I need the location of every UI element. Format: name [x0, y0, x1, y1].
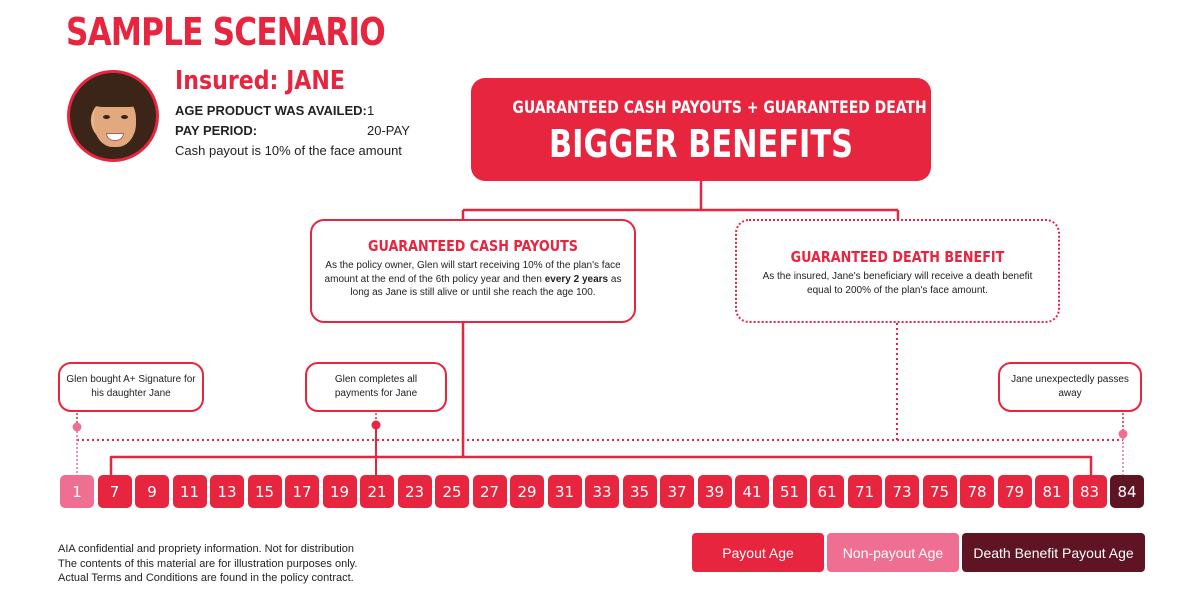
- age-label: AGE PRODUCT WAS AVAILED:: [175, 103, 367, 118]
- avatar-eye: [121, 115, 128, 119]
- age-box: 7: [97, 475, 132, 508]
- legend-non-payout-age: Non-payout Age: [827, 533, 959, 572]
- age-box: 31: [547, 475, 582, 508]
- callout-passes: Jane unexpectedly passes away: [998, 362, 1142, 412]
- age-box: 84: [1110, 475, 1144, 508]
- age-box: 37: [660, 475, 694, 508]
- age-box: 23: [397, 475, 432, 508]
- disclaimer-line: Actual Terms and Conditions are found in…: [58, 572, 354, 584]
- avatar-eye: [103, 115, 110, 119]
- age-box: 83: [1072, 475, 1107, 508]
- age-box: 39: [697, 475, 732, 508]
- age-box: 41: [735, 475, 769, 508]
- age-box: 1: [60, 475, 94, 508]
- cash-payouts-body: As the policy owner, Glen will start rec…: [322, 259, 624, 300]
- cash-payouts-heading: GUARANTEED CASH PAYOUTS: [368, 237, 578, 255]
- age-box: 25: [435, 475, 469, 508]
- callout-bought: Glen bought A+ Signature for his daughte…: [58, 362, 204, 412]
- age-box: 51: [772, 475, 807, 508]
- insured-title: Insured: JANE: [175, 66, 346, 96]
- cash-body-text-end: as long as Jane is still alive or until …: [350, 273, 622, 299]
- pay-period-label: PAY PERIOD:: [175, 123, 258, 138]
- age-box: 15: [247, 475, 282, 508]
- age-box: 75: [922, 475, 957, 508]
- callout-completes: Glen completes all payments for Jane: [305, 362, 447, 412]
- age-box: 13: [210, 475, 244, 508]
- pay-period-row: PAY PERIOD: 20-PAY: [175, 123, 410, 138]
- bigger-benefits-heading: BIGGER BENEFITS: [549, 122, 853, 166]
- avatar-hair: [86, 81, 146, 107]
- payout-note: Cash payout is 10% of the face amount: [175, 143, 402, 158]
- age-box: 21: [360, 475, 394, 508]
- cash-body-text: As the policy owner, Glen will start rec…: [324, 260, 621, 285]
- age-box: 9: [135, 475, 169, 508]
- cash-payouts-box: GUARANTEED CASH PAYOUTS As the policy ow…: [310, 219, 636, 323]
- formula-line: GUARANTEED CASH PAYOUTS + GUARANTEED DEA…: [512, 98, 1014, 118]
- age-box: 11: [172, 475, 207, 508]
- age-box: 81: [1035, 475, 1069, 508]
- legend-death-benefit-age: Death Benefit Payout Age: [962, 533, 1145, 572]
- age-box: 17: [285, 475, 319, 508]
- disclaimer: AIA confidential and propriety informati…: [58, 542, 357, 586]
- age-box: 29: [510, 475, 544, 508]
- age-row: AGE PRODUCT WAS AVAILED: 1: [175, 103, 374, 118]
- age-box: 35: [622, 475, 657, 508]
- age-box: 71: [847, 475, 882, 508]
- cash-body-bold: every 2 years: [544, 273, 609, 285]
- death-benefit-box: GUARANTEED DEATH BENEFIT As the insured,…: [735, 219, 1060, 323]
- disclaimer-line: The contents of this material are for il…: [58, 557, 358, 570]
- bigger-benefits-box: GUARANTEED CASH PAYOUTS + GUARANTEED DEA…: [471, 78, 1014, 181]
- age-box: 79: [997, 475, 1032, 508]
- age-box: 73: [885, 475, 919, 508]
- disclaimer-line: AIA confidential and propriety informati…: [58, 543, 354, 555]
- age-value: 1: [367, 103, 375, 118]
- pay-period-value: 20-PAY: [367, 123, 410, 138]
- age-box: 33: [585, 475, 619, 508]
- age-box: 19: [322, 475, 357, 508]
- insured-avatar: [67, 70, 159, 162]
- legend-payout-age: Payout Age: [692, 533, 824, 572]
- age-box: 61: [810, 475, 844, 508]
- age-box: 27: [472, 475, 507, 508]
- death-benefit-body: As the insured, Jane's beneficiary will …: [762, 271, 1033, 296]
- age-box: 78: [960, 475, 994, 508]
- page-title: SAMPLE SCENARIO: [66, 10, 386, 54]
- death-benefit-heading: GUARANTEED DEATH BENEFIT: [790, 248, 1005, 266]
